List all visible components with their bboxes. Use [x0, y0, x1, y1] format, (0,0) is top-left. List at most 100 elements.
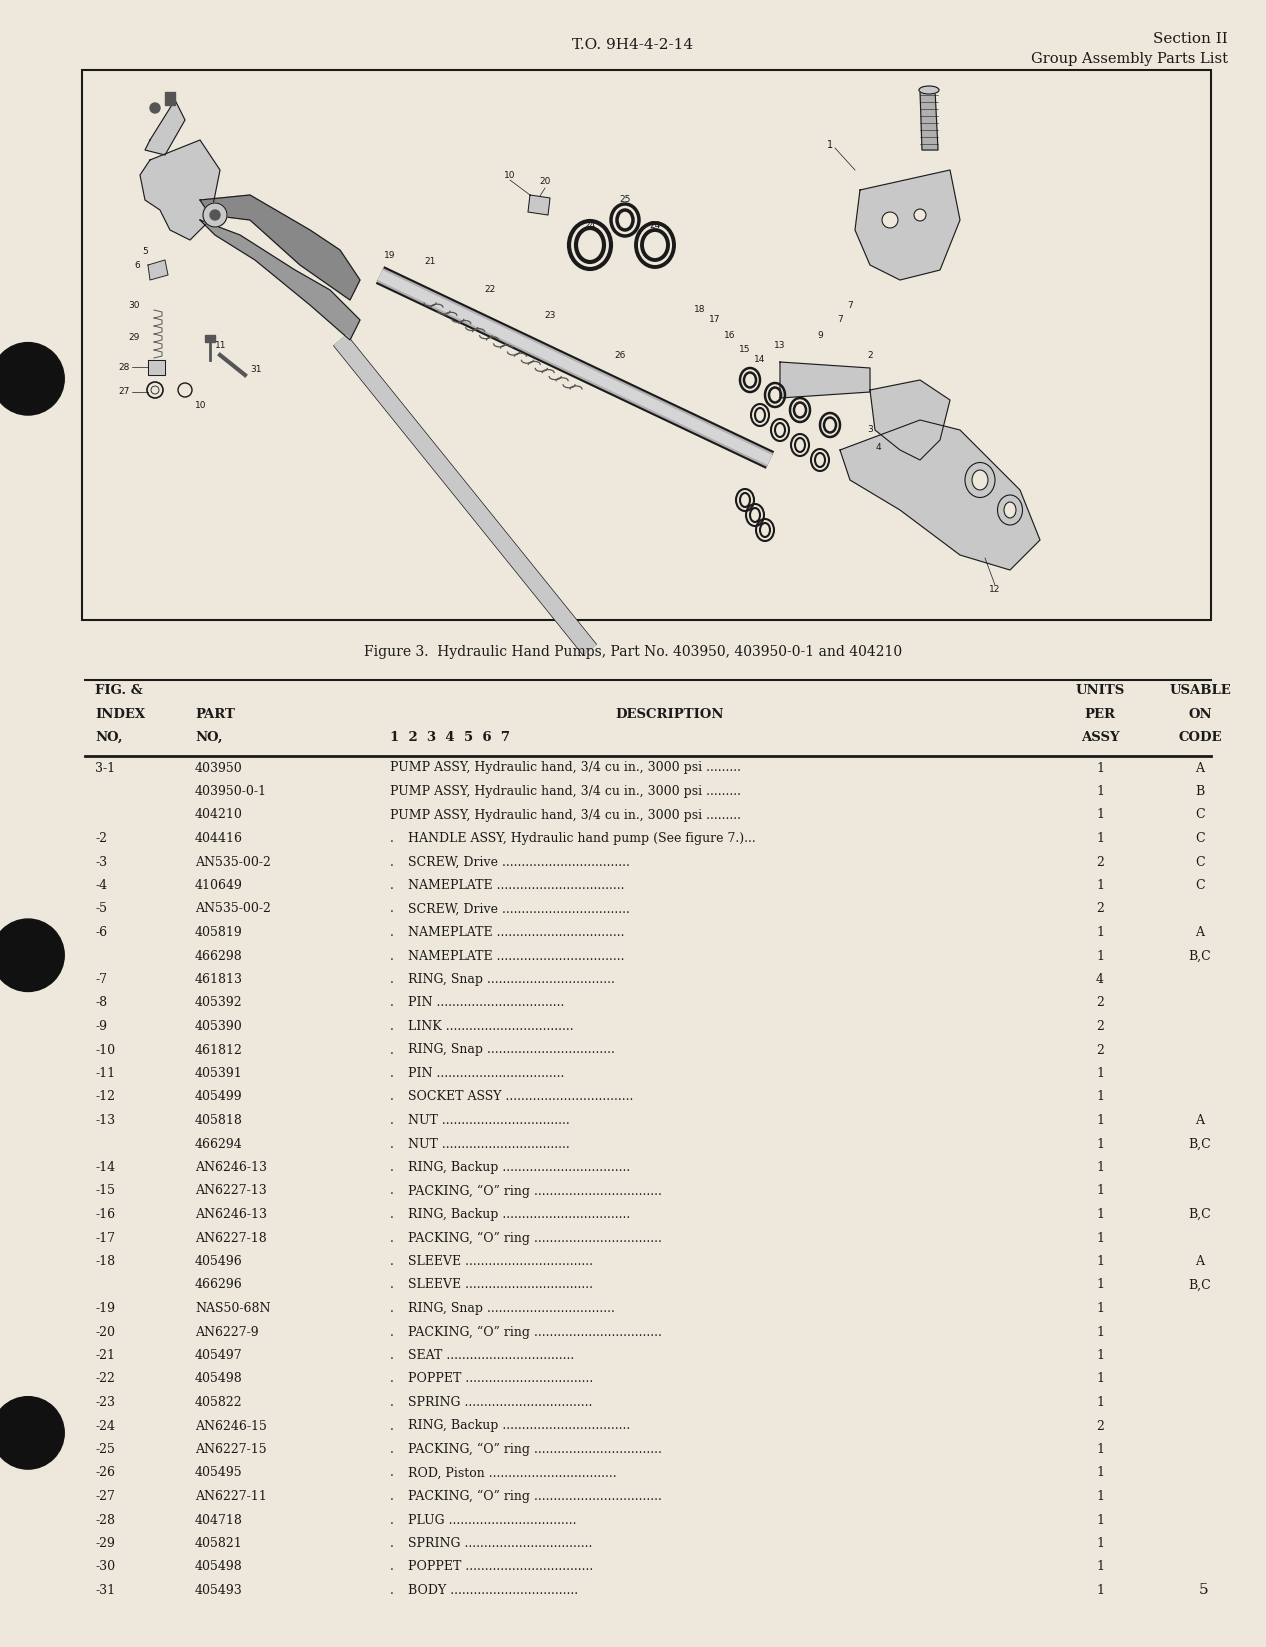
- Text: 4: 4: [875, 443, 881, 453]
- Text: .: .: [390, 1397, 394, 1408]
- Text: 1: 1: [1096, 1397, 1104, 1408]
- Ellipse shape: [972, 469, 987, 491]
- Text: 31: 31: [249, 366, 262, 374]
- Text: 405496: 405496: [195, 1255, 243, 1268]
- Text: 20: 20: [539, 178, 551, 186]
- Text: A: A: [1195, 1255, 1204, 1268]
- Text: PUMP ASSY, Hydraulic hand, 3/4 cu in., 3000 psi .........: PUMP ASSY, Hydraulic hand, 3/4 cu in., 3…: [390, 809, 741, 822]
- Circle shape: [203, 203, 227, 227]
- Text: -29: -29: [95, 1537, 115, 1550]
- Polygon shape: [528, 194, 549, 216]
- Text: AN6227-9: AN6227-9: [195, 1326, 258, 1339]
- Text: AN6246-13: AN6246-13: [195, 1161, 267, 1174]
- Text: B,C: B,C: [1189, 950, 1212, 962]
- Text: RING, Backup .................................: RING, Backup ...........................…: [408, 1161, 630, 1174]
- Text: -19: -19: [95, 1303, 115, 1314]
- Text: SLEEVE .................................: SLEEVE .................................: [408, 1278, 592, 1291]
- Polygon shape: [205, 334, 215, 343]
- Text: -2: -2: [95, 832, 108, 845]
- Text: 405822: 405822: [195, 1397, 243, 1408]
- Text: 30: 30: [129, 300, 141, 310]
- Polygon shape: [146, 100, 185, 155]
- Text: 2: 2: [1096, 996, 1104, 1010]
- Text: 2: 2: [1096, 903, 1104, 916]
- Text: NAMEPLATE .................................: NAMEPLATE ..............................…: [408, 926, 624, 939]
- Text: NUT .................................: NUT .................................: [408, 1113, 570, 1127]
- Text: NAS50-68N: NAS50-68N: [195, 1303, 271, 1314]
- Text: PER: PER: [1085, 708, 1115, 720]
- Text: 26: 26: [614, 351, 625, 359]
- Text: NUT .................................: NUT .................................: [408, 1138, 570, 1151]
- Text: 2: 2: [1096, 1019, 1104, 1033]
- Text: 1: 1: [1096, 1303, 1104, 1314]
- Text: 1: 1: [1096, 1184, 1104, 1197]
- Text: -4: -4: [95, 879, 108, 893]
- Text: 22: 22: [485, 285, 495, 295]
- Text: .: .: [390, 1161, 394, 1174]
- Text: 6: 6: [134, 260, 141, 270]
- Text: AN535-00-2: AN535-00-2: [195, 903, 271, 916]
- Text: HANDLE ASSY, Hydraulic hand pump (See figure 7.)...: HANDLE ASSY, Hydraulic hand pump (See fi…: [408, 832, 760, 845]
- Text: 405391: 405391: [195, 1067, 243, 1080]
- Ellipse shape: [1004, 502, 1017, 519]
- Text: 1: 1: [1096, 1560, 1104, 1573]
- Text: 1: 1: [1096, 1232, 1104, 1245]
- Text: SPRING .................................: SPRING .................................: [408, 1397, 592, 1408]
- Text: PACKING, “O” ring .................................: PACKING, “O” ring ......................…: [408, 1232, 662, 1245]
- Text: 21: 21: [424, 257, 436, 267]
- Text: 1: 1: [1096, 1443, 1104, 1456]
- Text: POPPET .................................: POPPET .................................: [408, 1560, 594, 1573]
- Text: C: C: [1195, 832, 1205, 845]
- Text: B,C: B,C: [1189, 1207, 1212, 1220]
- Text: -27: -27: [95, 1491, 115, 1504]
- Text: 1  2  3  4  5  6  7: 1 2 3 4 5 6 7: [390, 731, 510, 744]
- Text: 10: 10: [504, 171, 515, 180]
- Text: 1: 1: [1096, 950, 1104, 962]
- Text: 24: 24: [585, 221, 595, 229]
- Text: 28: 28: [119, 362, 130, 372]
- Text: .: .: [390, 855, 394, 868]
- Text: 405819: 405819: [195, 926, 243, 939]
- Text: -10: -10: [95, 1044, 115, 1056]
- Text: AN6227-13: AN6227-13: [195, 1184, 267, 1197]
- Text: -15: -15: [95, 1184, 115, 1197]
- Text: NAMEPLATE .................................: NAMEPLATE ..............................…: [408, 879, 624, 893]
- Text: -11: -11: [95, 1067, 115, 1080]
- Text: .: .: [390, 1420, 394, 1433]
- Text: -17: -17: [95, 1232, 115, 1245]
- Text: A: A: [1195, 1113, 1204, 1127]
- Text: .: .: [390, 1514, 394, 1527]
- Text: PACKING, “O” ring .................................: PACKING, “O” ring ......................…: [408, 1443, 662, 1456]
- Text: 403950: 403950: [195, 761, 243, 774]
- Text: -18: -18: [95, 1255, 115, 1268]
- Text: 12: 12: [989, 585, 1000, 595]
- Text: -8: -8: [95, 996, 108, 1010]
- Text: -28: -28: [95, 1514, 115, 1527]
- Text: 405498: 405498: [195, 1560, 243, 1573]
- Text: 461812: 461812: [195, 1044, 243, 1056]
- Text: .: .: [390, 1560, 394, 1573]
- Text: .: .: [390, 1372, 394, 1385]
- Text: .: .: [390, 1443, 394, 1456]
- Text: 1: 1: [1096, 926, 1104, 939]
- Text: 17: 17: [709, 316, 720, 324]
- Text: RING, Backup .................................: RING, Backup ...........................…: [408, 1207, 630, 1220]
- Text: AN6246-13: AN6246-13: [195, 1207, 267, 1220]
- Text: 405498: 405498: [195, 1372, 243, 1385]
- Text: 2: 2: [1096, 1420, 1104, 1433]
- Text: B,C: B,C: [1189, 1138, 1212, 1151]
- Text: SPRING .................................: SPRING .................................: [408, 1537, 592, 1550]
- Text: .: .: [390, 1232, 394, 1245]
- Text: NO,: NO,: [95, 731, 123, 744]
- Text: PUMP ASSY, Hydraulic hand, 3/4 cu in., 3000 psi .........: PUMP ASSY, Hydraulic hand, 3/4 cu in., 3…: [390, 761, 741, 774]
- Polygon shape: [148, 361, 165, 376]
- Text: 410649: 410649: [195, 879, 243, 893]
- Text: RING, Snap .................................: RING, Snap .............................…: [408, 1044, 615, 1056]
- Text: 11: 11: [215, 341, 227, 349]
- Text: 1: 1: [1096, 1255, 1104, 1268]
- Polygon shape: [841, 420, 1039, 570]
- Text: NO,: NO,: [195, 731, 223, 744]
- Text: .: .: [390, 973, 394, 987]
- Text: FIG. &: FIG. &: [95, 684, 143, 697]
- Text: LINK .................................: LINK .................................: [408, 1019, 573, 1033]
